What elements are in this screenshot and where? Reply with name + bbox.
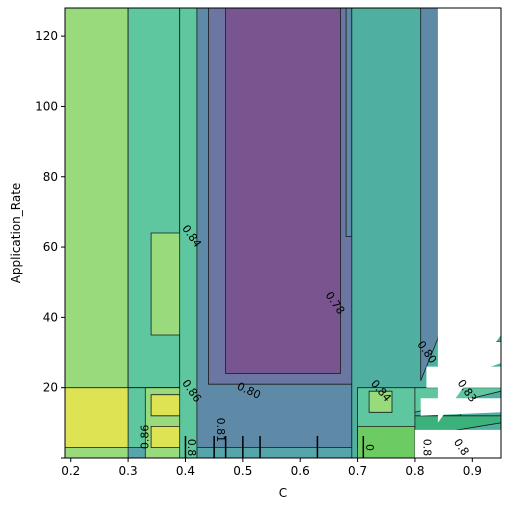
y-tick-label: 100 — [35, 99, 58, 113]
contour-region-0.86 — [368, 390, 393, 413]
y-axis-title: Application_Rate — [9, 183, 23, 284]
x-axis-title: C — [279, 486, 287, 500]
contour-region-0.91 — [357, 425, 416, 458]
blank-region — [420, 398, 501, 416]
contour-region-0.84 — [179, 8, 198, 458]
x-axis: 0.2 0.3 0.4 0.5 0.6 0.7 0.8 0.9 — [61, 458, 482, 478]
contour-label: 0.8 — [420, 439, 433, 457]
blank-region — [426, 366, 501, 388]
plot-frame — [64, 7, 502, 459]
x-tick-label: 0.7 — [348, 464, 367, 478]
blank-region — [437, 8, 501, 423]
blank-regions — [414, 8, 501, 458]
contour-regions — [65, 8, 501, 458]
contour-region-0.76 — [225, 8, 341, 375]
x-tick-label: 0.3 — [119, 464, 138, 478]
contour-region-0.88 — [65, 387, 129, 448]
y-tick-label: 60 — [43, 240, 58, 254]
y-tick-label: 40 — [43, 310, 58, 324]
y-axis: 20 40 60 80 100 120 — [35, 29, 65, 459]
x-tick-label: 0.2 — [61, 464, 80, 478]
x-tick-label: 0.5 — [233, 464, 252, 478]
x-tick-label: 0.8 — [405, 464, 424, 478]
x-tick-label: 0.4 — [176, 464, 195, 478]
contour-label: 0 — [363, 444, 376, 451]
blank-region — [414, 429, 501, 458]
x-tick-label: 0.6 — [291, 464, 310, 478]
y-tick-label: 80 — [43, 170, 58, 184]
rug-marks — [184, 436, 365, 458]
y-tick-label: 20 — [43, 381, 58, 395]
y-tick-label: 120 — [35, 29, 58, 43]
x-tick-label: 0.9 — [463, 464, 482, 478]
contour-label: 0.8 — [185, 439, 198, 457]
contour-label: 0.81 — [214, 418, 227, 443]
contour-region-0.86 — [65, 8, 129, 458]
contour-label: 0.86 — [138, 425, 151, 450]
